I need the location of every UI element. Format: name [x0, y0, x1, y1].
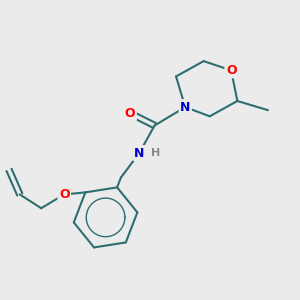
- Text: O: O: [125, 107, 135, 120]
- Text: N: N: [180, 100, 190, 114]
- Text: O: O: [226, 64, 236, 77]
- Text: N: N: [134, 147, 145, 160]
- Text: O: O: [59, 188, 70, 201]
- Text: H: H: [151, 148, 160, 158]
